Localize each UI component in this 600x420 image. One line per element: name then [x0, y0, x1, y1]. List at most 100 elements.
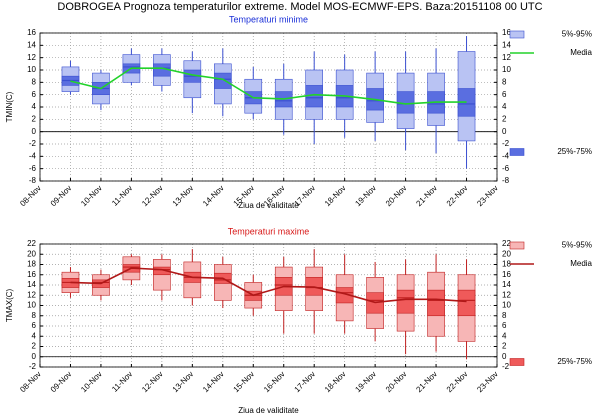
chart-title: DOBROGEA Prognoza temperaturilor extreme…: [57, 1, 542, 13]
y2-tick-label: 10: [502, 65, 511, 74]
y2-tick-label: 12: [502, 290, 511, 299]
x-tick-label: 23-Nov: [475, 184, 500, 209]
y-tick-label: 4: [32, 102, 37, 111]
x-tick-label: 08-Nov: [18, 370, 43, 395]
y2-tick-label: 0: [502, 352, 507, 361]
y-axis-label: TMIN(C): [5, 91, 14, 122]
y2-tick-label: 0: [502, 127, 507, 136]
y2-tick-label: 2: [502, 114, 507, 123]
box-25-75: [153, 266, 171, 276]
y2-tick-label: -4: [502, 151, 510, 160]
y-tick-label: -8: [29, 176, 37, 185]
y-tick-label: 20: [27, 249, 36, 258]
y2-tick-label: 10: [502, 301, 511, 310]
x-tick-label: 21-Nov: [414, 184, 439, 209]
legend-label: 5%-95%: [562, 241, 592, 250]
x-tick-label: 21-Nov: [414, 370, 439, 395]
mean-line: [70, 67, 467, 105]
y-tick-label: 10: [27, 65, 36, 74]
x-tick-label: 15-Nov: [232, 370, 257, 395]
panel-title: Temperaturi maxime: [228, 226, 310, 236]
y-tick-label: 6: [32, 321, 37, 330]
x-tick-label: 17-Nov: [293, 184, 318, 209]
plot-frame: [39, 243, 498, 368]
y-tick-label: 14: [27, 280, 36, 289]
y2-tick-label: 18: [502, 260, 511, 269]
x-tick-label: 20-Nov: [384, 184, 409, 209]
x-axis-label: Ziua de validitate: [238, 201, 299, 210]
box-25-75: [396, 289, 415, 314]
y2-tick-label: 8: [502, 77, 507, 86]
y2-tick-label: 16: [502, 270, 511, 279]
y2-tick-label: 8: [502, 311, 507, 320]
y-tick-label: 16: [27, 28, 36, 37]
legend-label: 25%-75%: [557, 147, 592, 156]
y-tick-label: 12: [27, 53, 36, 62]
legend-label: Media: [570, 259, 592, 268]
y2-tick-label: -8: [502, 176, 510, 185]
legend-swatch: [509, 241, 525, 250]
y2-tick-label: 14: [502, 40, 511, 49]
y-tick-label: 18: [27, 260, 36, 269]
x-tick-label: 13-Nov: [171, 184, 196, 209]
x-tick-label: 19-Nov: [353, 184, 378, 209]
legend-label: 5%-95%: [562, 30, 592, 39]
x-tick-label: 20-Nov: [384, 370, 409, 395]
x-tick-label: 09-Nov: [49, 184, 74, 209]
x-tick-label: 12-Nov: [140, 370, 165, 395]
legend-swatch: [509, 148, 525, 156]
x-tick-label: 18-Nov: [323, 370, 348, 395]
y2-tick-label: 2: [502, 342, 507, 351]
x-tick-label: 12-Nov: [140, 184, 165, 209]
y-tick-label: 14: [27, 40, 36, 49]
x-tick-label: 17-Nov: [293, 370, 318, 395]
y-tick-label: 0: [32, 127, 37, 136]
y2-tick-label: -2: [502, 139, 510, 148]
y-tick-label: 8: [32, 311, 37, 320]
x-tick-label: 16-Nov: [262, 370, 287, 395]
y-tick-label: 22: [27, 239, 36, 248]
y2-tick-label: 20: [502, 249, 511, 258]
y-tick-label: 6: [32, 90, 37, 99]
y2-tick-label: 6: [502, 321, 507, 330]
x-tick-label: 22-Nov: [445, 370, 470, 395]
y2-tick-label: 4: [502, 331, 507, 340]
y2-tick-label: 6: [502, 90, 507, 99]
y-tick-label: 4: [32, 331, 37, 340]
y-tick-label: -2: [29, 139, 37, 148]
panel-title: Temperaturi minime: [229, 14, 308, 24]
y2-tick-label: -2: [502, 362, 510, 371]
y2-tick-label: 16: [502, 28, 511, 37]
y-tick-label: -4: [29, 151, 37, 160]
x-tick-label: 19-Nov: [353, 370, 378, 395]
legend-label: Media: [570, 48, 592, 57]
x-tick-label: 22-Nov: [445, 184, 470, 209]
x-axis-label: Ziua de validitate: [238, 406, 299, 415]
legend-label: 25%-75%: [557, 357, 592, 366]
plot-frame: [39, 32, 498, 182]
box-25-75: [335, 287, 354, 304]
y2-tick-label: 12: [502, 53, 511, 62]
y-tick-label: -2: [29, 362, 37, 371]
y2-tick-label: 22: [502, 239, 511, 248]
x-tick-label: 13-Nov: [171, 370, 196, 395]
x-tick-label: 08-Nov: [18, 184, 43, 209]
x-tick-label: 10-Nov: [79, 370, 104, 395]
y2-tick-label: 14: [502, 280, 511, 289]
x-tick-label: 09-Nov: [49, 370, 74, 395]
x-tick-label: 14-Nov: [201, 370, 226, 395]
y-axis-label: TMAX(C): [5, 289, 14, 323]
y-tick-label: 10: [27, 301, 36, 310]
y-tick-label: 2: [32, 114, 37, 123]
y-tick-label: 2: [32, 342, 37, 351]
x-tick-label: 18-Nov: [323, 184, 348, 209]
box-25-75: [457, 289, 476, 317]
legend-swatch: [509, 30, 525, 39]
x-tick-label: 23-Nov: [475, 370, 500, 395]
y-tick-label: 16: [27, 270, 36, 279]
legend-swatch: [509, 358, 525, 366]
box-25-75: [214, 72, 232, 89]
x-tick-label: 10-Nov: [79, 184, 104, 209]
x-tick-label: 11-Nov: [110, 370, 134, 394]
